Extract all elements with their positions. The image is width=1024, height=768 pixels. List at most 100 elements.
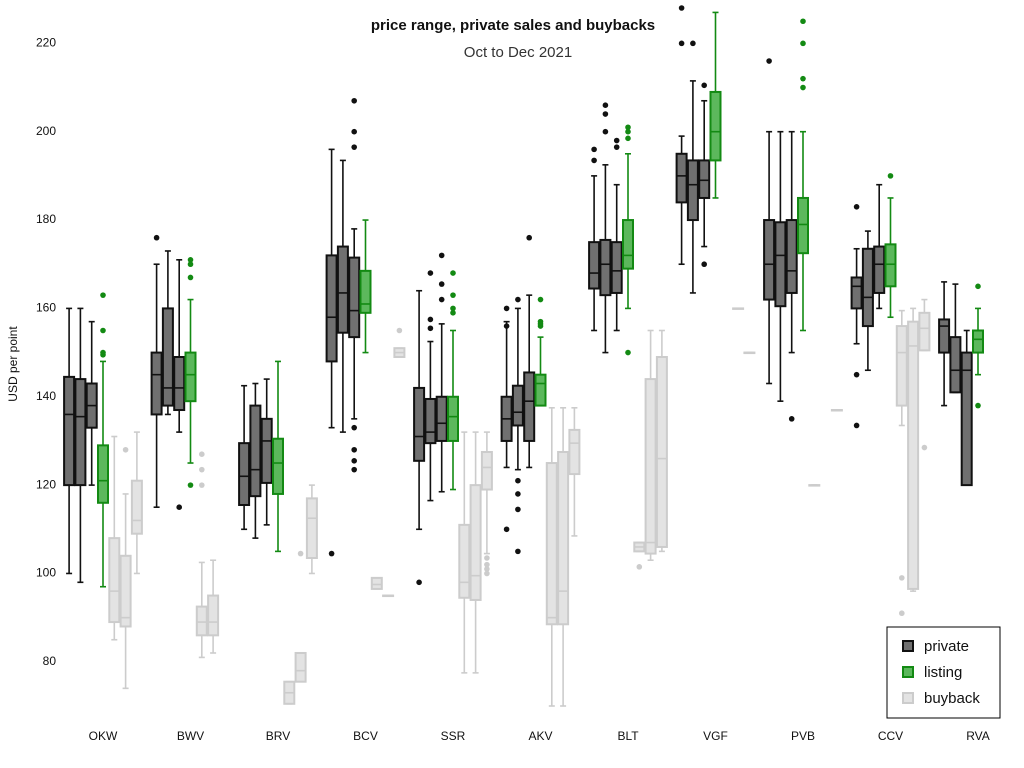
box bbox=[895, 325, 908, 407]
y-tick-label: 200 bbox=[36, 124, 56, 138]
box bbox=[63, 375, 76, 487]
box bbox=[238, 442, 251, 506]
box bbox=[294, 651, 307, 683]
outlier bbox=[853, 371, 860, 378]
outlier bbox=[625, 135, 631, 142]
outlier bbox=[921, 444, 928, 451]
box bbox=[568, 428, 581, 476]
outlier bbox=[975, 283, 981, 290]
outlier bbox=[351, 466, 358, 473]
outlier bbox=[187, 261, 194, 268]
box bbox=[413, 386, 426, 462]
box bbox=[458, 523, 471, 599]
box bbox=[424, 397, 437, 445]
outlier bbox=[199, 482, 205, 488]
y-tick-label: 180 bbox=[36, 212, 56, 226]
y-tick-label: 100 bbox=[36, 566, 56, 580]
outlier bbox=[351, 97, 358, 104]
outlier bbox=[853, 203, 860, 210]
outlier bbox=[800, 75, 806, 82]
box bbox=[249, 404, 262, 498]
box bbox=[150, 351, 163, 416]
box bbox=[480, 450, 493, 491]
outlier bbox=[701, 261, 707, 268]
outlier bbox=[899, 610, 905, 617]
box bbox=[675, 152, 688, 204]
outlier bbox=[515, 477, 521, 484]
box bbox=[469, 484, 482, 601]
legend-swatch bbox=[902, 640, 914, 652]
y-tick-label: 140 bbox=[36, 389, 56, 403]
outlier bbox=[602, 111, 609, 117]
outlier bbox=[537, 323, 544, 329]
outlier bbox=[503, 526, 510, 533]
box bbox=[907, 320, 920, 590]
box bbox=[305, 497, 318, 560]
box bbox=[511, 384, 524, 427]
outlier bbox=[153, 234, 160, 241]
box bbox=[207, 594, 220, 637]
box bbox=[918, 311, 931, 352]
outlier bbox=[526, 234, 532, 241]
outlier bbox=[591, 146, 597, 153]
x-tick-label: RVA bbox=[966, 729, 990, 743]
outlier bbox=[328, 550, 335, 557]
outlier bbox=[625, 128, 631, 135]
outlier bbox=[678, 5, 685, 11]
box bbox=[325, 254, 338, 363]
box bbox=[655, 356, 668, 548]
box bbox=[523, 371, 536, 442]
box bbox=[534, 373, 547, 407]
outlier bbox=[613, 137, 620, 144]
outlier bbox=[450, 292, 456, 298]
box bbox=[797, 196, 809, 255]
box bbox=[972, 329, 984, 354]
outlier bbox=[899, 575, 905, 581]
box bbox=[161, 307, 174, 407]
box bbox=[108, 537, 121, 624]
box bbox=[850, 276, 863, 310]
outlier bbox=[187, 482, 194, 488]
outlier bbox=[100, 292, 106, 298]
box bbox=[709, 90, 722, 162]
box bbox=[195, 605, 208, 637]
box bbox=[184, 351, 197, 403]
outlier bbox=[636, 564, 643, 570]
box bbox=[873, 245, 886, 294]
legend-text: buyback bbox=[924, 690, 980, 707]
outlier bbox=[484, 566, 490, 572]
outlier bbox=[766, 58, 772, 64]
outlier bbox=[199, 466, 205, 473]
outlier bbox=[537, 296, 544, 303]
box bbox=[435, 395, 448, 442]
outlier bbox=[427, 270, 434, 276]
outlier bbox=[515, 506, 521, 513]
x-tick-label: SSR bbox=[441, 729, 466, 743]
y-tick-label: 220 bbox=[36, 36, 56, 50]
outlier bbox=[678, 40, 685, 47]
box bbox=[774, 221, 787, 308]
y-tick-label: 120 bbox=[36, 477, 56, 491]
box bbox=[644, 378, 657, 555]
x-tick-label: AKV bbox=[528, 729, 552, 743]
outlier bbox=[515, 548, 521, 555]
outlier bbox=[853, 422, 860, 429]
box bbox=[370, 576, 383, 590]
box bbox=[588, 241, 601, 290]
box bbox=[130, 479, 143, 535]
y-tick-label: 160 bbox=[36, 301, 56, 315]
box bbox=[785, 219, 798, 294]
outlier bbox=[427, 316, 434, 323]
outlier bbox=[450, 305, 456, 312]
box bbox=[599, 238, 612, 297]
outlier bbox=[484, 570, 490, 577]
outlier bbox=[100, 327, 106, 334]
box bbox=[336, 245, 349, 334]
x-tick-label: BCV bbox=[353, 729, 378, 743]
x-tick-label: BRV bbox=[266, 729, 290, 743]
outlier bbox=[187, 274, 194, 281]
box bbox=[119, 554, 132, 628]
x-tick-label: BLT bbox=[617, 729, 639, 743]
outlier bbox=[591, 157, 597, 164]
